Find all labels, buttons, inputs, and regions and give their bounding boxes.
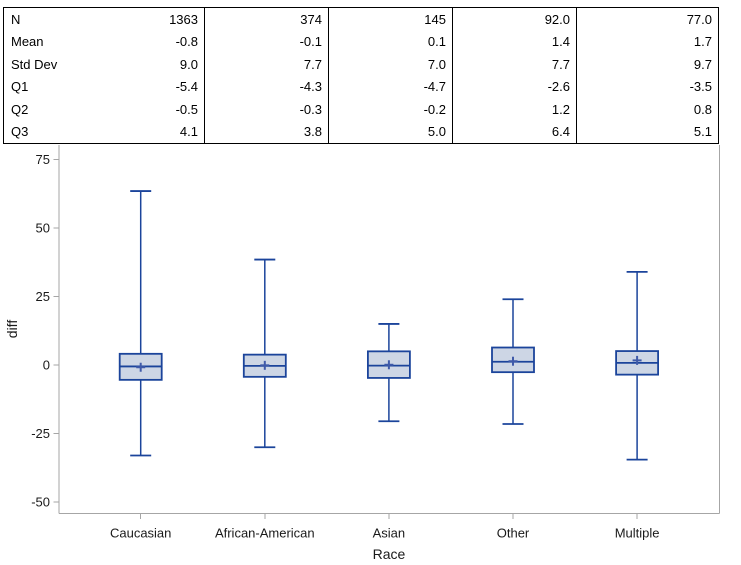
boxplot-other (491, 298, 535, 425)
boxplot-asian (366, 323, 411, 423)
stats-cell-labeled: Q1 -5.4 (4, 76, 204, 99)
stats-row-label: Q3 (11, 124, 29, 140)
stats-cell: -0.1 (204, 30, 328, 53)
stats-cell: 1.2 (452, 98, 576, 121)
stats-cell-labeled: Q3 4.1 (4, 121, 204, 144)
stats-cell: -0.2 (328, 98, 452, 121)
y-axis-tick-label: 75 (36, 152, 50, 167)
y-axis-tick-label: 25 (36, 289, 50, 304)
x-axis-category-label: Caucasian (110, 525, 171, 540)
stats-row-label: Q1 (11, 79, 29, 95)
boxplot-caucasian (118, 190, 163, 457)
stats-value: 9.0 (179, 56, 198, 72)
stats-value: 1363 (169, 11, 198, 27)
stats-cell: -4.3 (204, 75, 328, 98)
stats-value: -0.8 (175, 34, 198, 50)
stats-value: -0.5 (175, 101, 198, 117)
stats-cell: 145 (328, 8, 452, 31)
boxplot-chart: 75 50 25 0 -25 -50 Caucasian African-American A… (4, 145, 720, 562)
y-axis-label: diff (4, 320, 20, 339)
x-axis-category-label: Other (497, 525, 530, 540)
stats-row-label: Q2 (11, 101, 29, 117)
x-axis-category-label: Multiple (615, 525, 660, 540)
boxplot-african-american (242, 258, 287, 449)
stats-cell: -0.3 (204, 98, 328, 121)
stats-row-label: N (11, 11, 21, 27)
boxplot-multiple (615, 270, 659, 461)
stats-value: 4.1 (179, 124, 198, 140)
y-axis-ticks: 75 50 25 0 -25 -50 (31, 152, 59, 510)
stats-cell: 7.7 (452, 53, 576, 76)
stats-row-label: Mean (11, 34, 44, 50)
x-axis-label: Race (373, 546, 406, 562)
stats-cell: 9.7 (576, 53, 718, 76)
stats-cell: 7.7 (204, 53, 328, 76)
y-axis-tick-label: -50 (31, 495, 50, 510)
stats-cell: 6.4 (452, 120, 576, 143)
stats-cell: 374 (204, 8, 328, 31)
y-axis-tick-label: 0 (43, 358, 50, 373)
stats-cell: 77.0 (576, 8, 718, 31)
stats-cell: 7.0 (328, 53, 452, 76)
stats-cell-labeled: Mean -0.8 (4, 31, 204, 54)
stats-cell: -2.6 (452, 75, 576, 98)
stats-cell: 0.1 (328, 30, 452, 53)
stats-cell: 92.0 (452, 8, 576, 31)
x-axis-category-label: African-American (215, 525, 315, 540)
stats-cell-labeled: N 1363 (4, 8, 204, 31)
x-axis-category-label: Asian (373, 525, 406, 540)
stats-table: N 1363 374 145 92.0 77.0 Mean -0.8 -0.1 0.1 1.4 1.7… (3, 7, 719, 144)
stats-cell: -4.7 (328, 75, 452, 98)
y-axis-tick-label: 50 (36, 221, 50, 236)
stats-row-label: Std Dev (11, 56, 58, 72)
stats-cell: 1.7 (576, 30, 718, 53)
stats-cell: 3.8 (204, 120, 328, 143)
stats-cell: 0.8 (576, 98, 718, 121)
stats-value: -5.4 (175, 79, 198, 95)
stats-cell: 5.0 (328, 120, 452, 143)
y-axis-tick-label: -25 (31, 426, 50, 441)
stats-cell: 1.4 (452, 30, 576, 53)
box-groups (118, 190, 659, 461)
stats-cell: 5.1 (576, 120, 718, 143)
stats-cell-labeled: Std Dev 9.0 (4, 53, 204, 76)
stats-cell-labeled: Q2 -0.5 (4, 98, 204, 121)
x-axis-ticks: Caucasian African-American Asian Other Multi… (110, 513, 660, 540)
stats-cell: -3.5 (576, 75, 718, 98)
